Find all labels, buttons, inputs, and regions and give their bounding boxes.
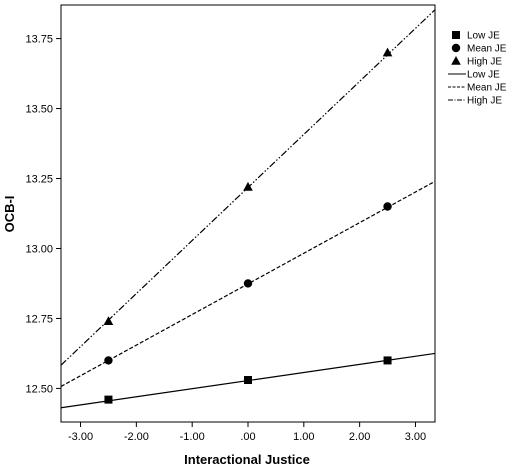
plot-area <box>60 4 436 423</box>
y-axis-ticks: 12.50 12.75 13.00 13.25 13.50 13.75 <box>25 34 61 395</box>
x-tick-label: 1.00 <box>293 431 314 443</box>
x-tick-label: .00 <box>240 431 255 443</box>
legend-marker-high-je <box>451 56 461 65</box>
point-high-je <box>243 181 253 191</box>
y-tick-label: 13.75 <box>25 34 53 46</box>
point-mean-je <box>243 279 253 288</box>
point-low-je <box>383 356 392 365</box>
legend-label: Low JE <box>467 70 500 81</box>
legend-label: High JE <box>467 57 502 68</box>
legend-marker-low-je <box>452 31 460 39</box>
point-high-je <box>382 47 393 57</box>
legend-marker-mean-je <box>451 43 461 53</box>
point-high-je <box>103 316 114 326</box>
y-axis-title: OCB-I <box>2 196 17 233</box>
point-mean-je <box>383 202 392 211</box>
legend-label: Low JE <box>467 31 500 42</box>
y-tick-label: 12.50 <box>25 383 53 395</box>
x-axis-title: Interactional Justice <box>184 452 310 467</box>
point-low-je <box>244 376 252 385</box>
x-tick-label: 3.00 <box>405 431 426 443</box>
data-points <box>103 47 393 404</box>
point-mean-je <box>104 356 113 365</box>
x-tick-label: 2.00 <box>349 431 370 443</box>
legend-label: Mean JE <box>467 83 507 94</box>
x-axis-ticks: -3.00 -2.00 -1.00 .00 1.00 2.00 3.00 <box>68 422 426 443</box>
legend-label: Mean JE <box>467 44 507 55</box>
y-tick-label: 13.50 <box>25 104 53 116</box>
legend: Low JE Mean JE High JE Low JE Mean JE High JE <box>448 31 507 107</box>
y-tick-label: 13.25 <box>25 174 53 186</box>
y-tick-label: 12.75 <box>25 313 53 325</box>
legend-label: High JE <box>467 96 502 107</box>
x-tick-label: -2.00 <box>124 431 149 443</box>
y-tick-label: 13.00 <box>25 243 53 255</box>
x-tick-label: -1.00 <box>180 431 205 443</box>
point-low-je <box>104 395 113 404</box>
x-tick-label: -3.00 <box>68 431 93 443</box>
